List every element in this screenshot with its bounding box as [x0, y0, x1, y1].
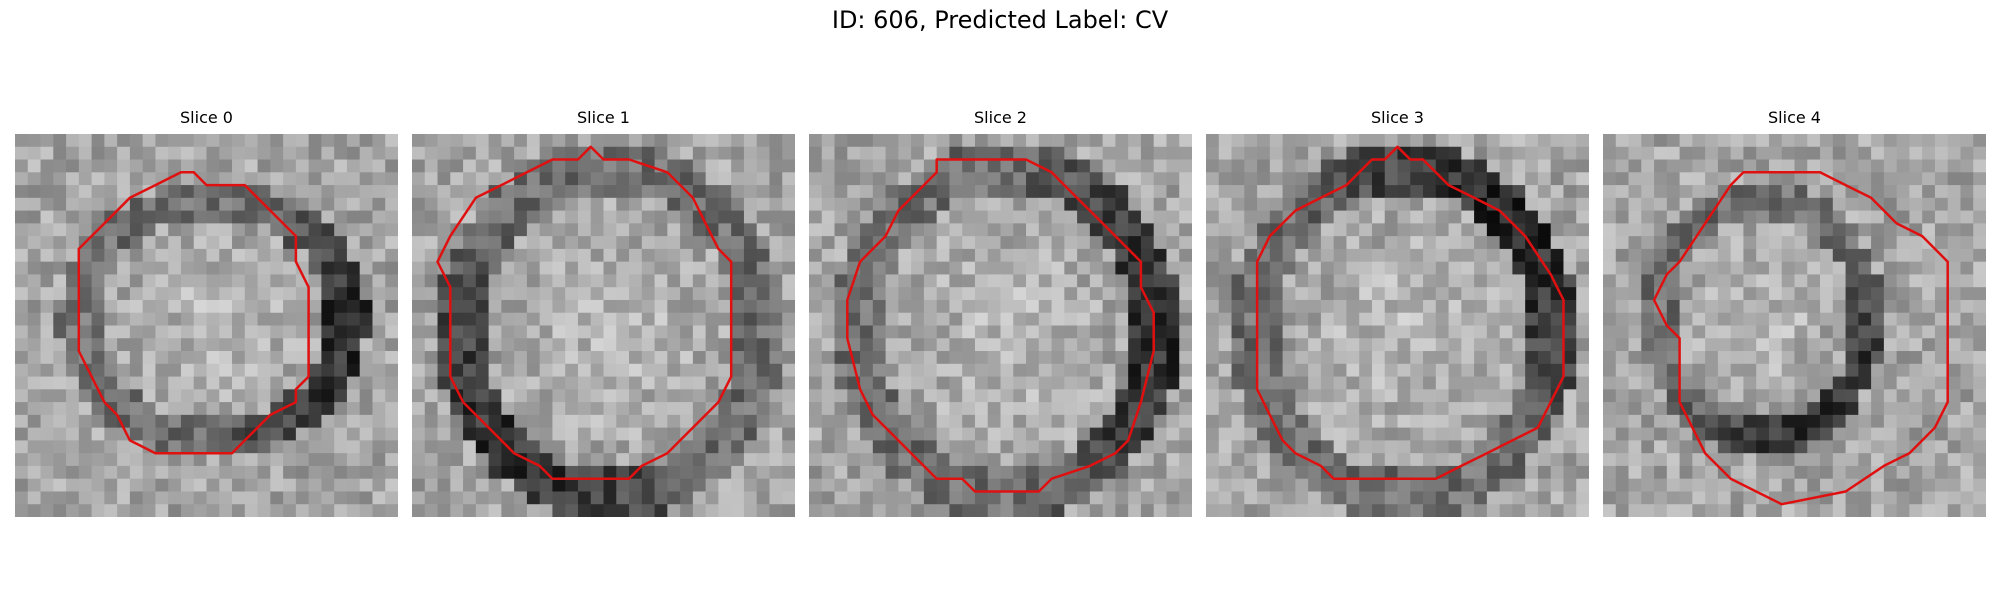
slice-image	[1206, 134, 1589, 517]
slice-title: Slice 1	[577, 108, 630, 127]
slice-image	[809, 134, 1192, 517]
segmentation-contour	[1255, 145, 1565, 480]
segmentation-contour	[1652, 171, 1949, 506]
slice-title: Slice 2	[974, 108, 1027, 127]
segmentation-contour	[77, 171, 310, 455]
slice-image	[1603, 134, 1986, 517]
slice-image	[15, 134, 398, 517]
slice-image	[412, 134, 795, 517]
segmentation-contour	[846, 158, 1155, 493]
slice-title: Slice 0	[180, 108, 233, 127]
slice-title: Slice 3	[1371, 108, 1424, 127]
segmentation-contour	[436, 145, 733, 480]
figure-title: ID: 606, Predicted Label: CV	[831, 6, 1169, 34]
slice-title: Slice 4	[1768, 108, 1821, 127]
